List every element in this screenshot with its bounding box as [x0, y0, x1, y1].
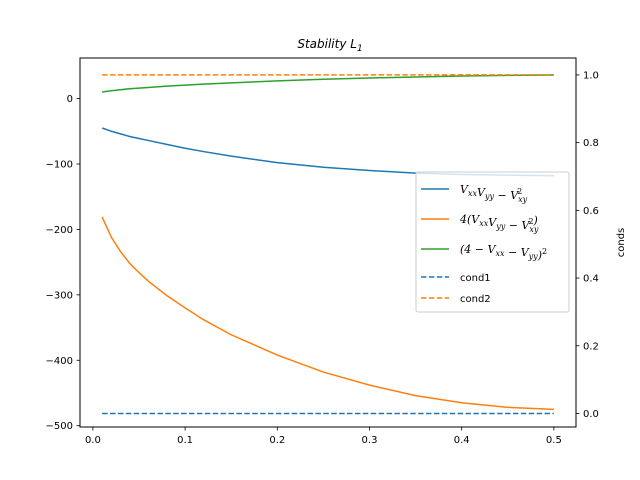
y2-tick-label: 0.4: [583, 274, 599, 285]
y2-tick-label: 0.8: [583, 138, 599, 149]
y2-tick-label: 0.0: [583, 409, 599, 420]
y2-tick-label: 0.6: [583, 206, 599, 217]
legend-label: 4(VxxVyy − Vxy2): [459, 213, 539, 234]
legend-label: cond1: [460, 273, 491, 284]
x-tick-label: 0.3: [362, 435, 378, 446]
y-tick-label: −100: [46, 159, 73, 170]
series-line-4-vxxvyy-vxy-1: [101, 216, 554, 411]
y2-axis-label: conds: [616, 228, 627, 258]
chart-title-subscript: 1: [357, 44, 363, 54]
legend-label: cond2: [460, 294, 491, 305]
y2-tick-label: 1.0: [583, 70, 599, 81]
x-tick-label: 0.2: [269, 435, 285, 446]
legend-frame: [415, 171, 570, 313]
y-tick-label: −400: [46, 356, 73, 367]
legend-label: VxxVyy − Vxy2: [460, 183, 528, 204]
y2-tick-label: 0.2: [583, 341, 599, 352]
legend-label: (4 − Vxx − Vyy)2: [460, 243, 547, 262]
y-axis-right: 0.0 0.2 0.4 0.6 0.8 1.0: [576, 70, 599, 420]
y-tick-label: −200: [46, 225, 73, 236]
legend: VxxVyy − Vxy2 4(VxxVyy − Vxy2) (4 − Vxx − …: [415, 171, 570, 313]
x-tick-label: 0.5: [546, 435, 562, 446]
plot-frame: [79, 57, 577, 428]
x-tick-label: 0.4: [454, 435, 470, 446]
y-tick-label: 0: [67, 94, 73, 105]
y-tick-label: −500: [46, 421, 73, 432]
y-tick-label: −300: [46, 290, 73, 301]
y-axis-left: 0 −100 −200 −300 −400 −500: [46, 94, 80, 432]
series-line-4-vxx-vyy-2: [102, 74, 554, 93]
x-axis: 0.0 0.1 0.2 0.3 0.4 0.5: [85, 427, 562, 446]
chart-title: Stability L1: [297, 37, 362, 54]
x-tick-label: 0.1: [177, 435, 193, 446]
x-tick-label: 0.0: [85, 435, 101, 446]
